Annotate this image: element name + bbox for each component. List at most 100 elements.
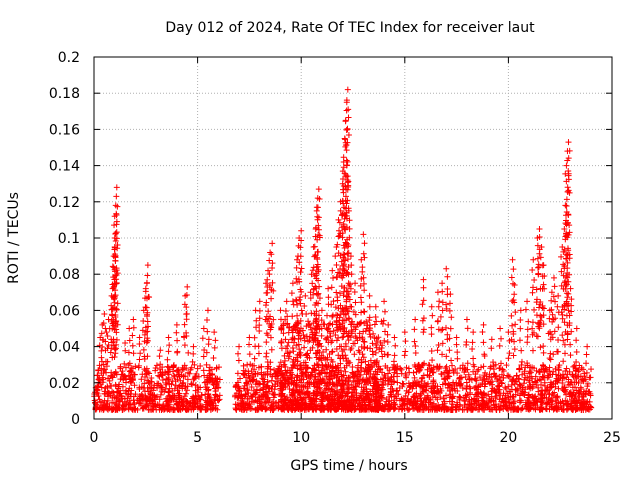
data-point [359, 351, 366, 358]
data-point [190, 394, 197, 401]
x-tick-label: 10 [292, 430, 310, 446]
data-point [577, 384, 584, 391]
data-point [282, 369, 289, 376]
data-point [418, 397, 425, 404]
data-point [213, 365, 220, 372]
data-point [284, 321, 291, 328]
data-point [323, 346, 330, 353]
data-point [96, 406, 103, 413]
data-point [143, 304, 150, 311]
data-point [584, 343, 591, 350]
data-point [316, 234, 323, 241]
data-point [190, 376, 197, 383]
data-point [376, 397, 383, 404]
data-point [524, 339, 531, 346]
data-point [327, 363, 334, 370]
data-point [540, 312, 547, 319]
data-point [446, 307, 453, 314]
data-point [506, 350, 513, 357]
data-point [314, 291, 321, 298]
data-point [505, 373, 512, 380]
data-point [270, 394, 277, 401]
data-point [588, 366, 595, 373]
data-point [536, 225, 543, 232]
data-point [356, 380, 363, 387]
data-point [300, 372, 307, 379]
data-point [372, 390, 379, 397]
data-point [550, 293, 557, 300]
data-point [397, 365, 404, 372]
data-point [166, 380, 173, 387]
data-point [316, 195, 323, 202]
data-point [203, 361, 210, 368]
data-point [295, 329, 302, 336]
data-point [303, 389, 310, 396]
data-point [296, 278, 303, 285]
data-point [303, 400, 310, 407]
data-point [566, 147, 573, 154]
data-point [421, 360, 428, 367]
data-point [555, 377, 562, 384]
data-point [298, 396, 305, 403]
data-point [174, 367, 181, 374]
data-point [519, 405, 526, 412]
data-point [429, 394, 436, 401]
data-point [532, 373, 539, 380]
data-point [447, 291, 454, 298]
data-point [487, 363, 494, 370]
data-point [424, 366, 431, 373]
data-point [316, 355, 323, 362]
data-point [545, 391, 552, 398]
data-point [471, 399, 478, 406]
data-point [480, 321, 487, 328]
data-point [361, 287, 368, 294]
data-point [293, 324, 300, 331]
data-point [159, 386, 166, 393]
data-point [94, 402, 101, 409]
data-point [526, 379, 533, 386]
data-point [564, 336, 571, 343]
data-point [307, 324, 314, 331]
data-point [564, 184, 571, 191]
data-point [563, 282, 570, 289]
data-point [174, 387, 181, 394]
data-point [312, 334, 319, 341]
data-point [131, 406, 138, 413]
data-point [315, 226, 322, 233]
data-point [534, 399, 541, 406]
data-point [141, 388, 148, 395]
data-point [351, 340, 358, 347]
data-point [204, 395, 211, 402]
data-point [327, 320, 334, 327]
data-point [529, 347, 536, 354]
data-point [417, 395, 424, 402]
data-point [498, 335, 505, 342]
data-point [522, 401, 529, 408]
data-point [371, 375, 378, 382]
data-point [126, 360, 133, 367]
data-point [242, 368, 249, 375]
data-point [373, 344, 380, 351]
data-point [113, 306, 120, 313]
data-point [122, 347, 129, 354]
data-point [497, 377, 504, 384]
data-point [439, 280, 446, 287]
data-point [372, 349, 379, 356]
data-point [510, 280, 517, 287]
data-point [308, 326, 315, 333]
data-point [109, 399, 116, 406]
data-point [360, 308, 367, 315]
data-point [360, 274, 367, 281]
data-point [342, 368, 349, 375]
data-point [446, 347, 453, 354]
data-point [469, 339, 476, 346]
data-point [347, 346, 354, 353]
data-point [511, 346, 518, 353]
data-point [110, 338, 117, 345]
data-point [289, 406, 296, 413]
data-point [270, 403, 277, 410]
data-point [359, 334, 366, 341]
data-point [112, 272, 119, 279]
data-point [178, 399, 185, 406]
data-point [175, 368, 182, 375]
